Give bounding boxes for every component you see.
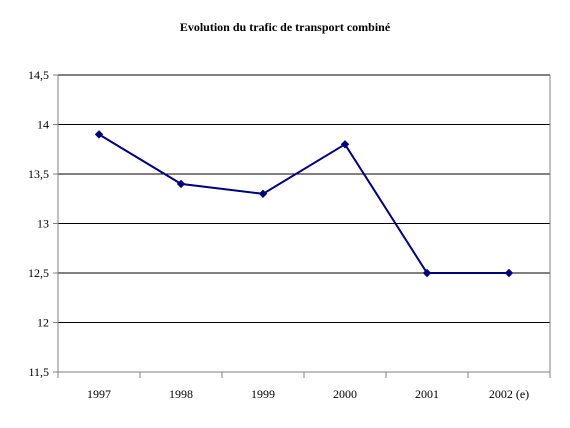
x-tick-label: 2001 [415,387,439,401]
data-point [258,189,268,199]
data-point [504,268,514,278]
x-tick-label: 1997 [87,387,111,401]
x-tick-label: 1998 [169,387,193,401]
data-point [94,130,104,139]
y-tick-label: 14 [37,118,49,132]
x-tick-labels: 1997 1998 1999 2000 2001 2002 (e) [87,387,529,401]
series [94,130,514,278]
y-tick-label: 11,5 [28,365,49,379]
y-tick-label: 14,5 [28,68,49,82]
chart-title: Evolution du trafic de transport combiné [179,20,391,34]
axes [53,74,551,378]
series-line [98,133,509,274]
x-tick-label: 2002 (e) [489,387,529,401]
data-point [340,140,350,149]
data-point [422,268,432,278]
data-point [176,179,186,189]
x-tick-label: 1999 [251,387,275,401]
y-tick-labels: 11,5 12 12,5 13 13,5 14 14,5 [28,68,49,379]
x-tick-label: 2000 [333,387,357,401]
y-tick-label: 13,5 [28,167,49,181]
gridlines [58,74,550,323]
y-tick-label: 12,5 [28,266,49,280]
y-tick-label: 12 [37,316,49,330]
y-tick-label: 13 [37,217,49,231]
